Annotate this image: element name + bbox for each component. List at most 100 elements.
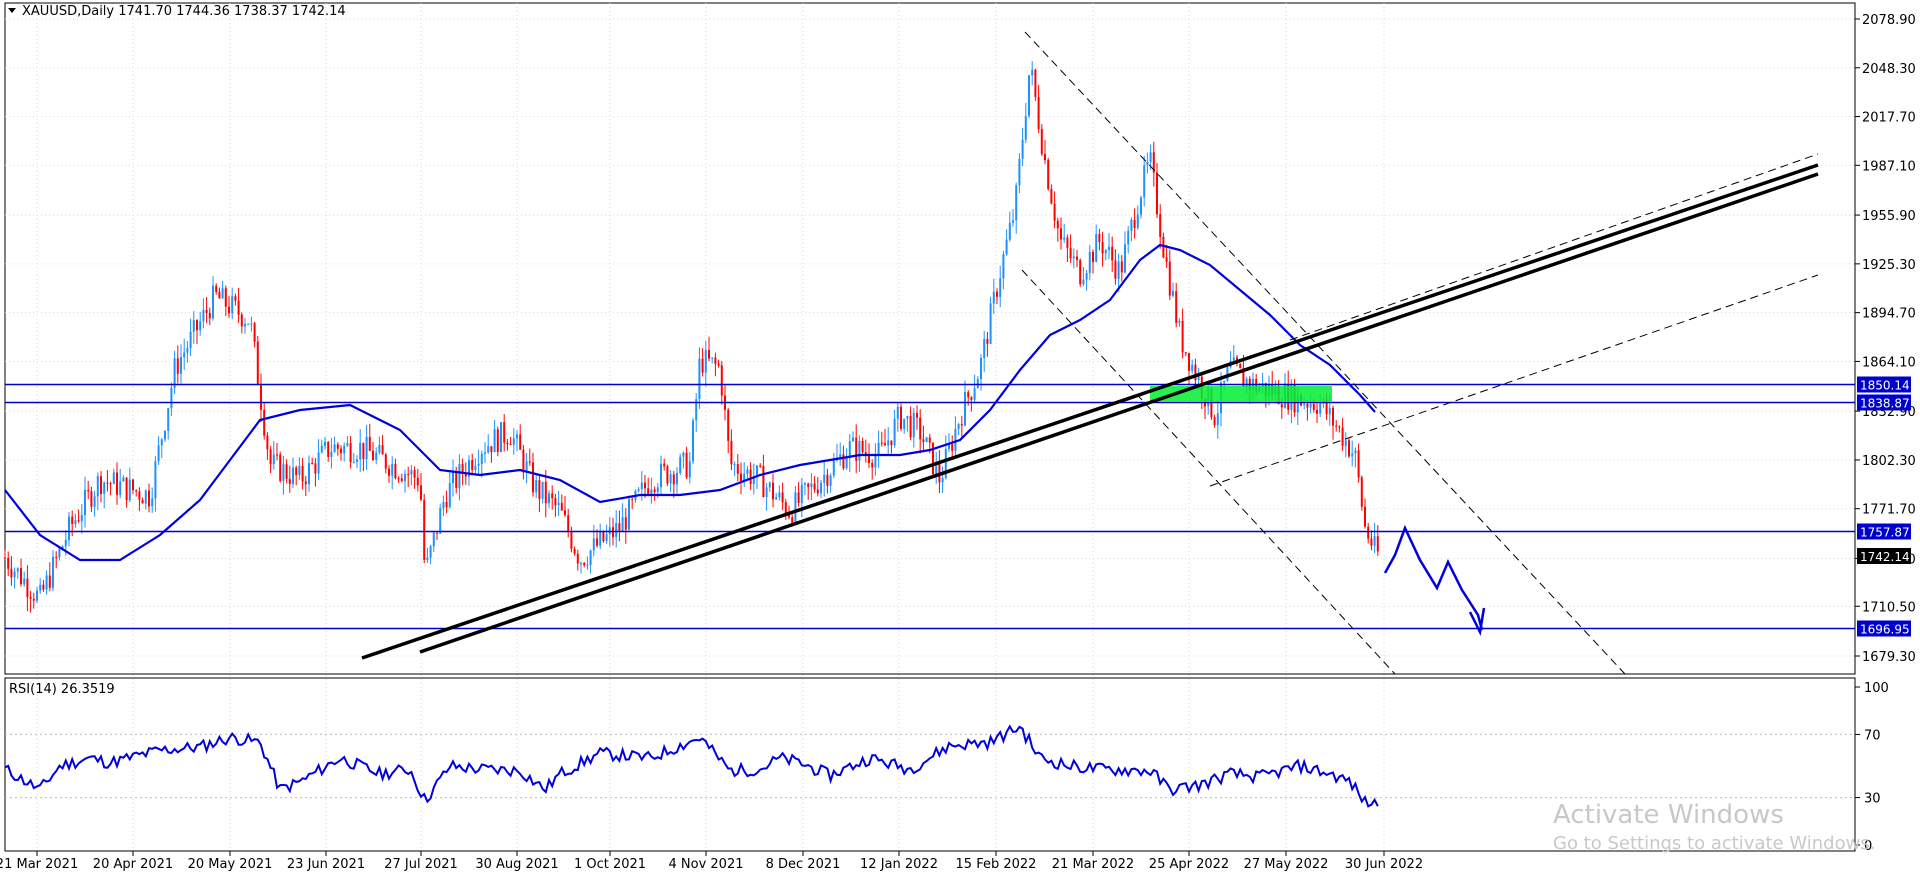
level-price-label: 1757.87 <box>1860 526 1910 540</box>
candle-body <box>167 408 170 431</box>
candle-body <box>468 460 470 477</box>
candle-body <box>106 482 109 484</box>
candle-body <box>160 439 163 446</box>
current-price-box <box>1857 548 1911 564</box>
candle-body <box>141 499 144 504</box>
candle-body <box>848 441 851 459</box>
candle-body <box>804 483 806 485</box>
time-axis: 21 Mar 2021 20 Apr 2021 20 May 2021 23 Jun … <box>0 851 1423 872</box>
candle-body <box>698 358 701 400</box>
candle-body <box>1024 115 1027 140</box>
trend-drawings[interactable] <box>361 31 1819 675</box>
candle-body <box>352 461 355 463</box>
candle-body <box>685 452 688 478</box>
candle-body <box>432 532 435 547</box>
projection-path[interactable] <box>1383 524 1484 631</box>
candle-body <box>183 352 186 358</box>
supply-zone[interactable] <box>1150 386 1332 402</box>
horizontal-levels[interactable] <box>5 383 1855 630</box>
candle-body <box>711 357 714 359</box>
candle-body <box>122 477 125 482</box>
candle-body <box>1114 260 1117 279</box>
candle-body <box>1280 404 1283 408</box>
grid-lines <box>5 3 1855 851</box>
moving-average-line <box>4 243 1376 562</box>
price-tick-label: 1771.70 <box>1862 503 1916 518</box>
candle-body <box>154 461 157 499</box>
trend-line-upper[interactable] <box>361 163 1819 660</box>
candle-body <box>164 430 166 440</box>
candle-body <box>580 563 582 565</box>
candle-body <box>445 501 448 508</box>
candle-body <box>176 358 179 374</box>
candle-body <box>832 460 835 476</box>
candle-body <box>631 499 634 501</box>
candle-body <box>909 416 912 438</box>
candle-body <box>464 473 467 477</box>
candle-body <box>1181 320 1184 353</box>
candle-body <box>871 463 874 468</box>
candle-body <box>519 434 522 450</box>
candle-body <box>404 474 406 481</box>
candle-body <box>260 384 262 410</box>
candle-body <box>1133 219 1136 228</box>
candle-body <box>676 472 678 485</box>
time-tick-label: 20 Apr 2021 <box>93 857 173 872</box>
candle-body <box>1351 453 1354 457</box>
candle-body <box>221 288 224 299</box>
candle-body <box>311 462 314 464</box>
candle-body <box>608 527 611 535</box>
candle-body <box>992 291 995 304</box>
candle-body <box>308 462 310 485</box>
candle-body <box>64 539 67 547</box>
candle-body <box>1085 273 1088 280</box>
candle-body <box>1332 407 1334 426</box>
candle-body <box>138 491 141 500</box>
candle-body <box>948 443 950 450</box>
candle-body <box>858 440 861 461</box>
candle-body <box>1098 234 1101 242</box>
candle-body <box>356 459 358 462</box>
candle-body <box>1172 291 1174 296</box>
candle-body <box>1056 220 1059 229</box>
trend-line-dashed-upper[interactable] <box>1289 153 1819 341</box>
time-tick-label: 30 Jun 2022 <box>1345 857 1423 872</box>
candle-body <box>288 478 291 484</box>
candle-body <box>538 480 541 499</box>
candle-body <box>756 465 758 478</box>
candle-body <box>1344 440 1347 446</box>
channel-lower-dashed[interactable] <box>1209 274 1819 487</box>
candle-body <box>100 476 102 494</box>
candle-body <box>906 416 909 419</box>
candle-body <box>535 480 538 493</box>
candle-body <box>887 440 890 446</box>
level-price-label: 1696.95 <box>1860 623 1910 637</box>
candle-body <box>151 498 154 507</box>
time-tick-label: 27 May 2022 <box>1244 857 1329 872</box>
channel-upper-dashed[interactable] <box>1024 31 1626 675</box>
candle-body <box>781 492 784 503</box>
candle-body <box>359 442 362 460</box>
candle-body <box>1341 427 1344 446</box>
candle-body <box>733 464 736 466</box>
candle-body <box>452 471 454 484</box>
channel-mid-dashed[interactable] <box>1021 269 1396 675</box>
candle-body <box>1325 399 1328 415</box>
candle-body <box>672 474 675 485</box>
candle-body <box>240 314 243 327</box>
candle-body <box>1040 129 1043 155</box>
time-tick-label: 8 Dec 2021 <box>766 857 841 872</box>
candle-body <box>1156 172 1158 215</box>
dropdown-triangle-icon[interactable] <box>8 8 16 13</box>
candle-body <box>1072 256 1075 259</box>
trend-line-lower[interactable] <box>419 172 1819 654</box>
candle-body <box>1018 158 1021 186</box>
candle-body <box>682 452 685 457</box>
candle-body <box>493 429 496 453</box>
candle-body <box>752 477 755 484</box>
candle-body <box>919 417 922 440</box>
candle-body <box>564 510 566 516</box>
candle-body <box>1104 250 1107 254</box>
candle-body <box>26 578 29 598</box>
